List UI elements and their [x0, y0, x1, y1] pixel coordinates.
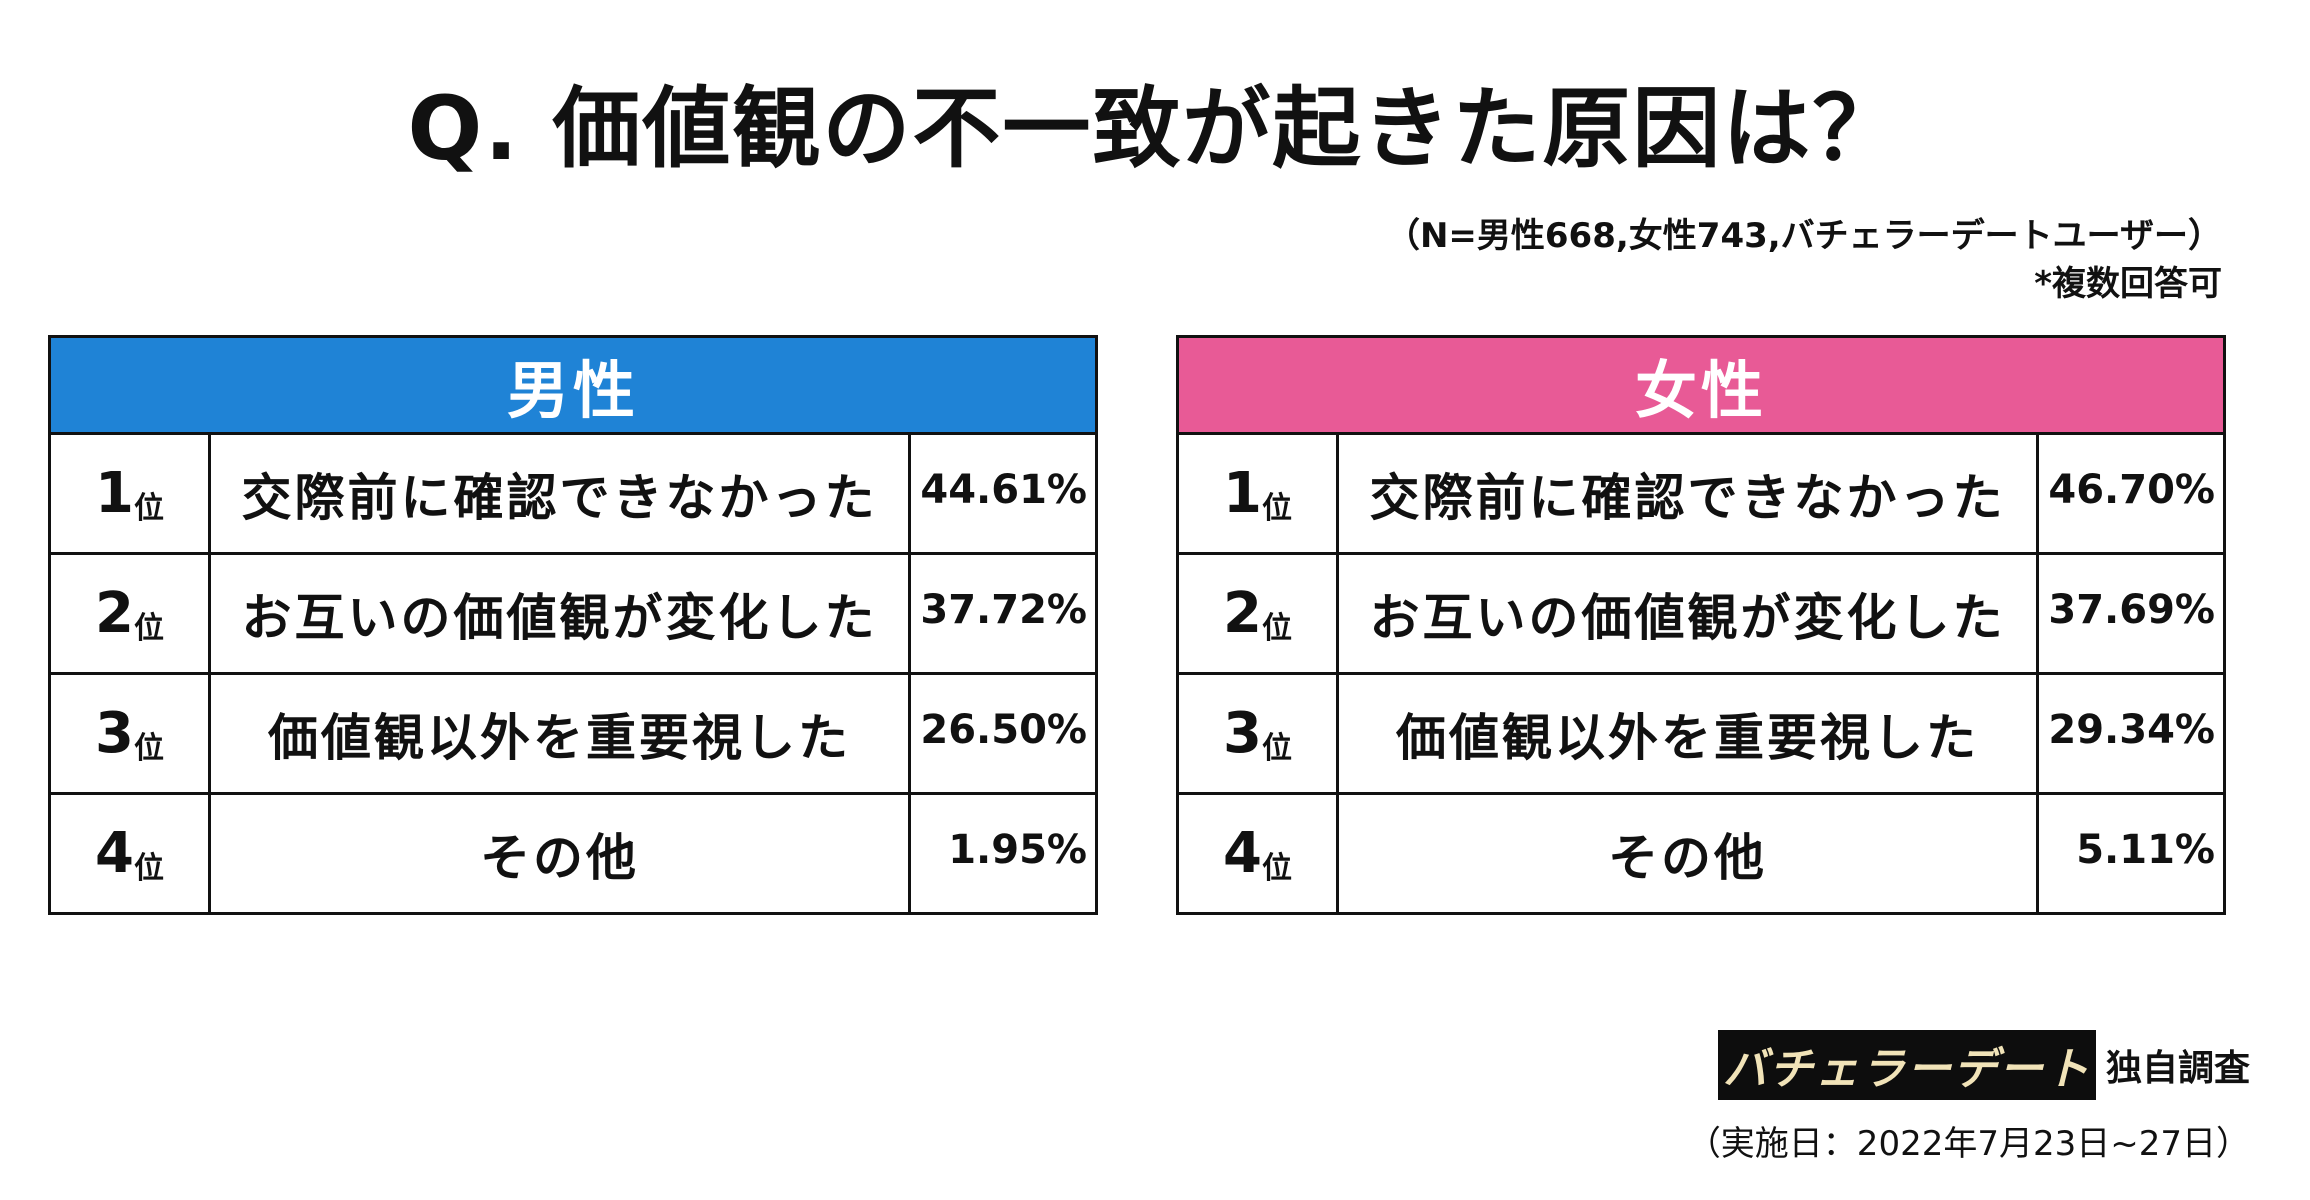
percentage-cell: 44.61% — [920, 466, 1087, 513]
source-footer: バチェラーデート 独自調査 （実施日：2022年7月23日~27日） — [1687, 1030, 2250, 1165]
rank-number: 3 — [95, 701, 134, 766]
rank-number: 2 — [95, 581, 134, 646]
rank-suffix: 位 — [1261, 610, 1292, 646]
rank-number: 4 — [1223, 821, 1262, 886]
rank-number: 2 — [1223, 581, 1262, 646]
reason-cell: その他 — [1339, 795, 2039, 912]
reason-cell: お互いの価値観が変化した — [211, 555, 911, 672]
percentage-cell: 29.34% — [2048, 706, 2215, 753]
rank-suffix: 位 — [1261, 850, 1292, 886]
brand-logo: バチェラーデート — [1717, 1030, 2096, 1100]
male-header: 男性 — [51, 338, 1095, 435]
survey-date: （実施日：2022年7月23日~27日） — [1686, 1124, 2250, 1164]
reason-cell: 交際前に確認できなかった — [1339, 435, 2039, 552]
brand-line: バチェラーデート 独自調査 — [1687, 1030, 2250, 1100]
rank-suffix: 位 — [1261, 490, 1292, 526]
rank-suffix: 位 — [133, 610, 164, 646]
percentage-cell: 1.95% — [948, 826, 1087, 873]
rank-number: 1 — [95, 461, 134, 526]
rank-suffix: 位 — [1261, 730, 1292, 766]
rank-suffix: 位 — [133, 730, 164, 766]
rank-number: 1 — [1223, 461, 1262, 526]
percentage-cell: 37.72% — [920, 586, 1087, 633]
percentage-cell: 46.70% — [2048, 466, 2215, 513]
survey-source-label: 独自調査 — [2105, 1048, 2250, 1089]
rank-suffix: 位 — [133, 490, 164, 526]
percentage-cell: 37.69% — [2048, 586, 2215, 633]
reason-cell: 交際前に確認できなかった — [211, 435, 911, 552]
sample-note: （N=男性668,女性743,バチェラーデートユーザー） — [1385, 216, 2222, 256]
female-header: 女性 — [1179, 338, 2223, 435]
rank-number: 3 — [1223, 701, 1262, 766]
multi-answer-note: *複数回答可 — [2034, 264, 2222, 304]
reason-cell: その他 — [211, 795, 911, 912]
sample-info: （N=男性668,女性743,バチェラーデートユーザー） *複数回答可 — [1386, 212, 2222, 308]
page-title: Q. 価値観の不一致が起きた原因は？ — [407, 77, 1903, 180]
percentage-cell: 5.11% — [2076, 826, 2215, 873]
reason-cell: 価値観以外を重要視した — [211, 675, 911, 792]
reason-cell: 価値観以外を重要視した — [1339, 675, 2039, 792]
rank-suffix: 位 — [133, 850, 164, 886]
reason-cell: お互いの価値観が変化した — [1339, 555, 2039, 672]
rank-number: 4 — [95, 821, 134, 886]
percentage-cell: 26.50% — [920, 706, 1087, 753]
